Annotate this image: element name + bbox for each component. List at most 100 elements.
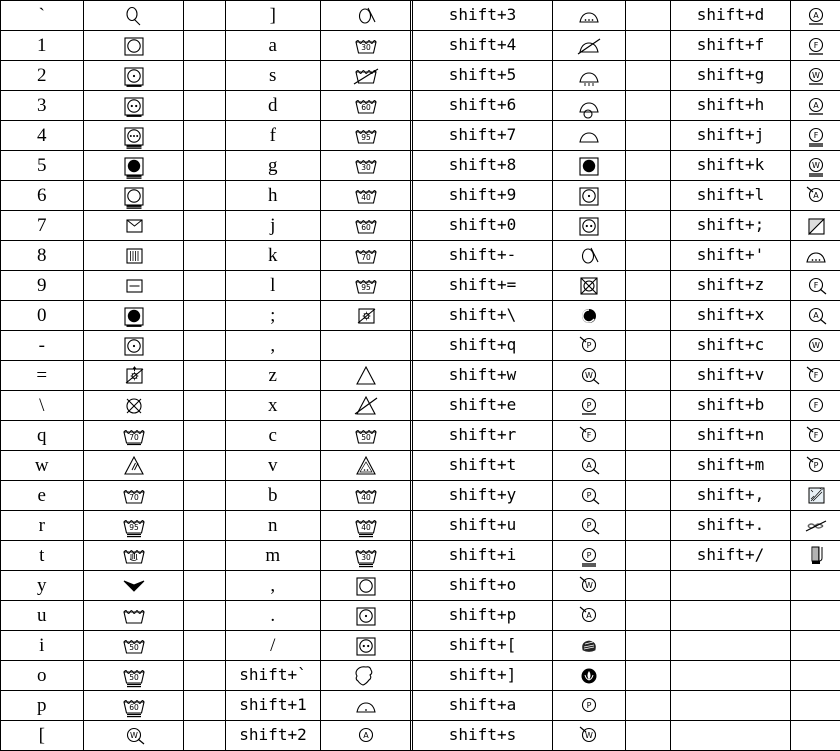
key-cell-col2: , [226, 571, 321, 601]
dryclean-P-double-ul-icon: P [574, 543, 604, 569]
symbol-cell-col1: W [84, 721, 184, 751]
symbol-cell-col4: A [791, 91, 840, 121]
key-cell-col3-label: shift+\ [449, 305, 516, 324]
key-cell-col2-label: b [268, 485, 278, 506]
symbol-cell-col1 [84, 61, 184, 91]
key-cell-col3: shift+w [413, 361, 553, 391]
key-cell-col3-label: shift+] [449, 665, 516, 684]
key-cell-col1-label: 3 [37, 95, 47, 116]
key-cell-col3: shift+- [413, 241, 553, 271]
key-cell-col2: ] [226, 1, 321, 31]
key-cell-col2-label: / [270, 635, 276, 656]
wash-tub-40-b-icon: 40 [351, 483, 381, 509]
svg-text:F: F [813, 371, 818, 380]
symbol-cell-col3 [553, 151, 626, 181]
key-cell-col4: shift+n [671, 421, 791, 451]
key-cell-col4: shift+; [671, 211, 791, 241]
svg-text:40: 40 [361, 193, 371, 202]
key-cell-col2: x [226, 391, 321, 421]
key-cell-col4-label: shift+j [697, 125, 764, 144]
symbol-cell-col3: P [553, 541, 626, 571]
bleach-square-diagonal-icon [801, 213, 831, 239]
key-cell-col4 [671, 571, 791, 601]
spacer-cell-3 [626, 211, 671, 241]
symbol-cell-col4: W [791, 61, 840, 91]
symbol-cell-col1: 70 [84, 421, 184, 451]
spacer-cell-3 [626, 421, 671, 451]
symbol-cell-col3: A [553, 451, 626, 481]
symbol-cell-col1 [84, 121, 184, 151]
dryclean-F-tick-c-icon: F [801, 423, 831, 449]
key-cell-col1-label: \ [39, 395, 45, 416]
svg-text:30: 30 [361, 553, 371, 562]
symbol-cell-col4: P [791, 451, 840, 481]
key-cell-col3: shift+e [413, 391, 553, 421]
symbol-cell-col2 [321, 631, 411, 661]
key-cell-col1: 9 [1, 271, 84, 301]
key-cell-col2: h [226, 181, 321, 211]
dryclean-A-underline-2-icon: A [801, 93, 831, 119]
key-cell-col1: 7 [1, 211, 84, 241]
key-cell-col3: shift+= [413, 271, 553, 301]
key-cell-col2: l [226, 271, 321, 301]
key-cell-col2-label: shift+` [239, 665, 306, 684]
dryclean-A-tick-icon: A [574, 453, 604, 479]
symbol-cell-col1 [84, 1, 184, 31]
key-cell-col2-label: k [268, 245, 278, 266]
key-cell-col3: shift+] [413, 661, 553, 691]
svg-text:W: W [812, 341, 820, 350]
symbol-cell-col3: P [553, 511, 626, 541]
key-cell-col2-label: a [269, 35, 278, 56]
key-cell-col3: shift+y [413, 481, 553, 511]
key-cell-col4: shift+b [671, 391, 791, 421]
symbol-cell-col2: 40 [321, 481, 411, 511]
symbol-cell-col4: A [791, 301, 840, 331]
svg-text:70: 70 [129, 493, 139, 502]
symbol-cell-col4 [791, 481, 840, 511]
symbol-cell-col2 [321, 451, 411, 481]
svg-text:30: 30 [361, 43, 371, 52]
svg-text:70: 70 [361, 253, 371, 262]
key-cell-col4: shift+' [671, 241, 791, 271]
key-cell-col3: shift+0 [413, 211, 553, 241]
symbol-cell-col2 [321, 691, 411, 721]
symbol-cell-col4 [791, 691, 840, 721]
symbol-cell-col2 [321, 391, 411, 421]
spacer-cell-3 [626, 151, 671, 181]
symbol-cell-col4: W [791, 151, 840, 181]
key-cell-col2: k [226, 241, 321, 271]
spacer-cell-3 [626, 571, 671, 601]
tumble-dry-square-circle-icon [119, 33, 149, 59]
dryclean-P-slash-icon: P [574, 483, 604, 509]
key-cell-col1-label: 1 [37, 35, 47, 56]
spacer-cell-1 [184, 631, 226, 661]
key-cell-col3-label: shift+s [449, 725, 516, 744]
dry-drip-vertical-lines-icon [119, 243, 149, 269]
key-cell-col1-label: = [36, 365, 47, 386]
svg-text:50: 50 [361, 433, 371, 442]
key-cell-col3: shift+[ [413, 631, 553, 661]
symbol-cell-col2: 30 [321, 151, 411, 181]
key-cell-col2: v [226, 451, 321, 481]
symbol-cell-col4 [791, 721, 840, 751]
wash-tub-70-icon: 70 [351, 243, 381, 269]
symbol-cell-col2: 30 [321, 31, 411, 61]
dry-flat-shade-square-icon [801, 483, 831, 509]
key-cell-col2: z [226, 361, 321, 391]
key-cell-col1: q [1, 421, 84, 451]
svg-text:W: W [585, 731, 593, 740]
key-cell-col1: y [1, 571, 84, 601]
svg-text:50: 50 [129, 673, 139, 682]
key-cell-col3-label: shift+r [449, 425, 516, 444]
key-cell-col3-label: shift+4 [449, 35, 516, 54]
key-cell-col4: shift+, [671, 481, 791, 511]
svg-text:W: W [130, 731, 138, 740]
key-cell-col3: shift+r [413, 421, 553, 451]
svg-text:A: A [363, 731, 369, 740]
